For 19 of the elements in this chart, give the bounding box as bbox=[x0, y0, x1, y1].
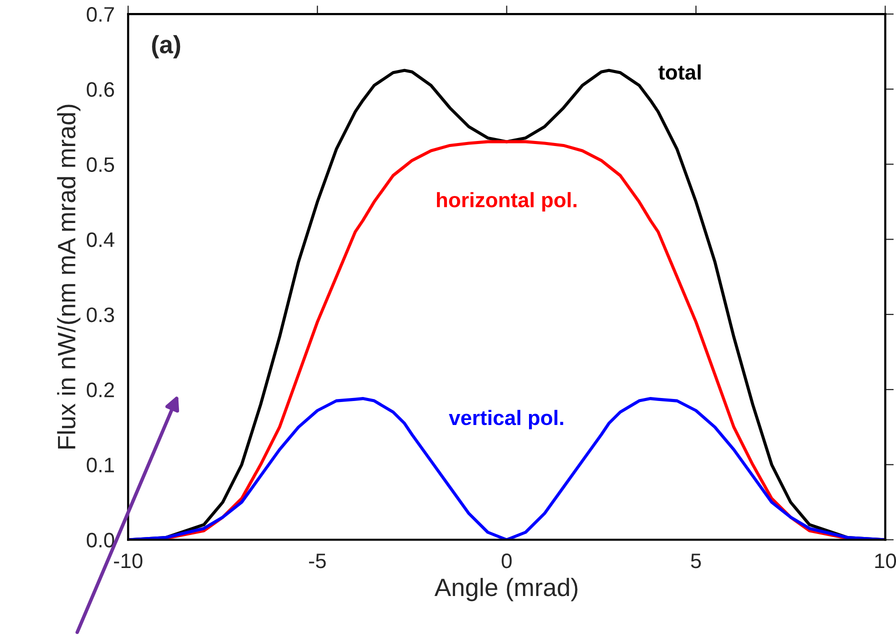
y-tick-label: 0.0 bbox=[86, 532, 114, 548]
y-tick-label: 0.2 bbox=[86, 382, 114, 398]
y-tick-label: 0.7 bbox=[86, 7, 114, 22]
series-label: total bbox=[658, 64, 701, 80]
x-tick-label: -5 bbox=[309, 554, 326, 568]
y-tick-label: 0.6 bbox=[86, 82, 114, 97]
x-tick-label: 5 bbox=[691, 554, 701, 568]
y-tick-label: 0.4 bbox=[86, 232, 114, 248]
annotation: (a) bbox=[152, 35, 180, 58]
y-axis-title: Flux in nW/(nm mA mrad mrad) bbox=[57, 104, 80, 448]
x-tick-label: 0 bbox=[502, 553, 512, 568]
series-label: horizontal pol. bbox=[436, 192, 576, 212]
x-tick-label: -10 bbox=[114, 553, 142, 568]
series-label: vertical pol. bbox=[448, 410, 564, 430]
y-tick-label: 0.1 bbox=[86, 458, 114, 472]
y-tick-label: 0.3 bbox=[86, 307, 114, 322]
x-tick-label: 10 bbox=[875, 553, 896, 568]
x-axis-title: Angle (mrad) bbox=[434, 578, 578, 602]
y-tick-label: 0.5 bbox=[86, 157, 114, 172]
